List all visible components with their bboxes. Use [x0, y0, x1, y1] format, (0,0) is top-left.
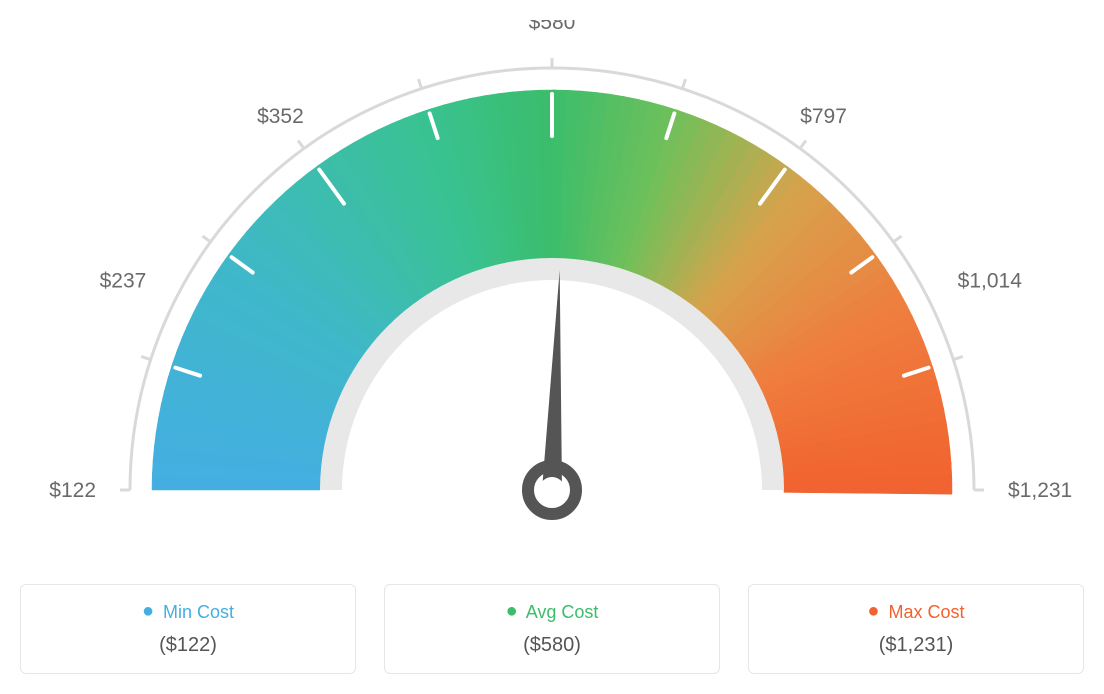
svg-text:$352: $352: [257, 105, 304, 128]
dot-icon: ●: [142, 600, 154, 622]
dot-icon: ●: [506, 600, 518, 622]
legend-avg-title: ● Avg Cost: [385, 599, 719, 624]
dot-icon: ●: [867, 600, 879, 622]
legend-min-title: ● Min Cost: [21, 599, 355, 624]
legend-card-min: ● Min Cost ($122): [20, 584, 356, 674]
legend-row: ● Min Cost ($122) ● Avg Cost ($580) ● Ma…: [20, 584, 1084, 674]
legend-min-value: ($122): [21, 634, 355, 657]
svg-text:$580: $580: [529, 20, 576, 34]
svg-text:$1,231: $1,231: [1008, 479, 1072, 502]
legend-max-value: ($1,231): [749, 634, 1083, 657]
legend-max-label: Max Cost: [889, 602, 965, 622]
svg-text:$797: $797: [800, 105, 847, 128]
svg-text:$237: $237: [100, 269, 147, 292]
legend-card-avg: ● Avg Cost ($580): [384, 584, 720, 674]
legend-avg-value: ($580): [385, 634, 719, 657]
gauge-chart: $122 $237 $352 $580 $797 $1,014 $1,231: [20, 20, 1084, 560]
legend-min-label: Min Cost: [163, 602, 234, 622]
svg-text:$1,014: $1,014: [958, 269, 1023, 292]
legend-card-max: ● Max Cost ($1,231): [748, 584, 1084, 674]
legend-max-title: ● Max Cost: [749, 599, 1083, 624]
legend-avg-label: Avg Cost: [526, 602, 599, 622]
svg-text:$122: $122: [49, 479, 96, 502]
gauge-svg: $122 $237 $352 $580 $797 $1,014 $1,231: [20, 20, 1084, 560]
